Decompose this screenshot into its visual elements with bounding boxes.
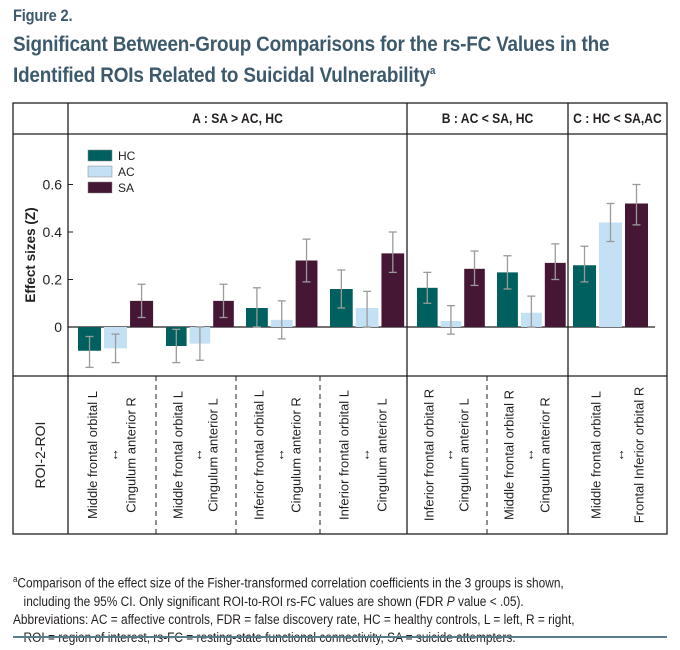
chart-frame xyxy=(12,102,668,535)
y-tick-label: 0.4 xyxy=(43,224,63,240)
roi-label-1: Inferior frontal orbital L xyxy=(337,390,352,520)
bar-sa xyxy=(544,262,566,327)
footnote-a-text2: including the 95% CI. Only significant R… xyxy=(23,593,447,609)
footnote-p-italic: P xyxy=(446,593,455,609)
figure-label: Figure 2. xyxy=(13,6,73,25)
roi-connection-arrow: ↔ xyxy=(521,448,537,462)
roi-label-2: Cingulum anterior L xyxy=(375,398,390,511)
bar-sa xyxy=(381,253,405,327)
figure-title: Significant Between-Group Comparisons fo… xyxy=(13,32,643,89)
legend-label-hc: HC xyxy=(118,149,136,163)
y-tick-label: 0.2 xyxy=(43,272,63,288)
roi-connection-arrow: ↔ xyxy=(271,448,287,462)
footnote-a-text3: value < .05). xyxy=(454,593,524,609)
legend-swatch-hc xyxy=(87,149,113,162)
bar-hc xyxy=(497,272,518,327)
abbreviations-line1: Abbreviations: AC = affective controls, … xyxy=(13,611,575,627)
roi-connection-arrow: ↔ xyxy=(357,448,373,462)
panel-header: B : AC < SA, HC xyxy=(442,110,534,126)
bar-sa xyxy=(295,260,318,327)
y-axis-label: Effect sizes (Z) xyxy=(23,207,38,302)
legend-swatch-ac xyxy=(87,165,113,178)
roi-label-1: Inferior frontal orbital R xyxy=(421,389,436,521)
roi-label-2: Cingulum anterior L xyxy=(206,398,221,511)
bar-ac xyxy=(599,222,622,327)
bar-hc xyxy=(417,287,438,327)
roi-label-1: Middle frontal orbital L xyxy=(589,391,604,519)
roi-label-2: Frontal Inferior orbital R xyxy=(631,387,646,524)
roi-connection-arrow: ↔ xyxy=(189,448,205,462)
roi-label-1: Middle frontal orbital R xyxy=(502,390,517,520)
roi-connection-arrow: ↔ xyxy=(440,448,456,462)
roi-connection-arrow: ↔ xyxy=(105,448,121,462)
bar-chart: A : SA > AC, HC B : AC < SA, HC C : HC < S… xyxy=(12,102,668,535)
legend-label-ac: AC xyxy=(118,165,135,179)
panel-header: A : SA > AC, HC xyxy=(192,110,283,126)
roi-label-1: Inferior frontal orbital L xyxy=(252,390,267,520)
figure-title-text: Significant Between-Group Comparisons fo… xyxy=(13,33,610,87)
footnote-a-line2: including the 95% CI. Only significant R… xyxy=(13,593,629,611)
footnote-a-line1: aComparison of the effect size of the Fi… xyxy=(13,570,629,593)
bar-sa xyxy=(464,268,485,327)
roi-row-label: ROI-2-ROI xyxy=(32,422,48,489)
roi-label-2: Cingulum anterior R xyxy=(537,397,552,513)
legend-label-sa: SA xyxy=(118,181,134,195)
roi-label-1: Middle frontal orbital L xyxy=(85,391,100,519)
bottom-rule xyxy=(13,636,667,638)
roi-label-1: Middle frontal orbital L xyxy=(170,391,185,519)
y-tick-label: 0.6 xyxy=(43,177,63,193)
bar-sa xyxy=(625,203,648,327)
panel-header: C : HC < SA,AC xyxy=(573,110,662,126)
footnote-a-mark: a xyxy=(13,574,18,584)
y-tick-label: 0 xyxy=(54,319,62,335)
roi-label-2: Cingulum anterior R xyxy=(288,397,303,513)
legend-swatch-sa xyxy=(87,181,113,194)
footnote-a-text1: Comparison of the effect size of the Fis… xyxy=(17,575,564,591)
roi-connection-arrow: ↔ xyxy=(611,448,627,462)
bar-hc xyxy=(573,265,596,327)
roi-label-2: Cingulum anterior R xyxy=(123,397,138,513)
roi-label-2: Cingulum anterior L xyxy=(457,398,472,511)
title-footnote-mark: a xyxy=(429,65,436,77)
